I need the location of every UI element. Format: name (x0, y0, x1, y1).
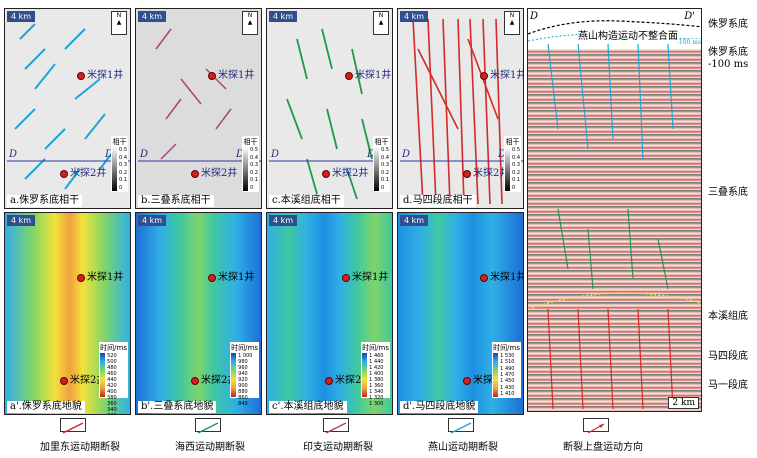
north-arrow-icon: N ▲ (504, 11, 520, 35)
panel-caption: b.三叠系底相干 (138, 195, 214, 207)
well-1-marker: 米探1井 (208, 66, 254, 81)
geomorph-panel-a: 4 km 米探1井 米探2井 时间/ms 520 500 480 460 440 420 4… (4, 212, 131, 415)
coherence-colorbar: 相干 0.5 0.4 0.3 0.2 0.1 0 (242, 136, 259, 192)
geomorph-panel-b: 4 km 米探1井 米探2井 时间/ms 1 000 980 960 940 920 90… (135, 212, 262, 415)
cyan-marker-label: -100 ms (676, 39, 701, 46)
horizon-label-ma4: 马四段底 (708, 351, 748, 362)
scale-bar: 4 km (138, 215, 167, 226)
scale-bar: 4 km (400, 11, 429, 22)
scale-bar: 4 km (7, 215, 36, 226)
time-colorbar: 时间/ms 1 530 1 510 1 490 1 470 1 450 1 430 1 41… (492, 342, 521, 398)
fault-traces (14, 23, 116, 190)
panel-caption: d.马四段底相干 (400, 195, 476, 207)
well-1-marker: 米探1井 (480, 66, 523, 81)
section-d-label: D (9, 149, 18, 160)
section-scale-bar: 2 km (668, 397, 699, 409)
section-d-prime-label: D' (367, 149, 378, 160)
scale-bar: 4 km (7, 11, 36, 22)
well-2-marker: 米探2井 (60, 371, 106, 386)
seismic-section: D D' 燕山构造运动不整合面 -100 ms 2 km (527, 8, 702, 412)
well-1-marker: 米探1井 (345, 66, 391, 81)
scale-bar: 4 km (400, 215, 429, 226)
geomorph-panel-c: 4 km 米探1井 米探2井 时间/ms 1 460 1 440 1 420 1 40… (266, 212, 393, 415)
well-1-marker: 米探1井 (77, 66, 123, 81)
time-colorbar: 时间/ms 1 460 1 440 1 420 1 400 1 380 1 360 1 34… (361, 342, 390, 407)
section-d-prime-label: D' (236, 149, 247, 160)
panel-caption: c'.本溪组底地貌 (269, 401, 347, 413)
well-2-marker: 米探2井 (463, 164, 509, 179)
scale-bar: 4 km (269, 11, 298, 22)
fault-traces (286, 28, 373, 200)
well-2-marker: 米探2井 (322, 164, 368, 179)
time-colorbar: 时间/ms 1 000 980 960 940 920 900 880 860 840 (230, 342, 259, 407)
section-d-prime-label: D' (105, 149, 116, 160)
horizon-label-jurassic: 侏罗系底 (708, 19, 748, 30)
fault-traces (412, 18, 503, 205)
horizon-label-ma1: 马一段底 (708, 380, 748, 391)
section-d-prime-label: D' (498, 149, 509, 160)
scale-bar: 4 km (138, 11, 167, 22)
unconformity-label: 燕山构造运动不整合面 (578, 27, 678, 42)
section-line (400, 160, 523, 162)
coherence-panel-d: 4 km N▲ 米探1井 米探2井 D D' 相干 0.50.40.30.20.… (397, 8, 524, 209)
panel-caption: c.本溪组底相干 (269, 195, 344, 207)
well-2-marker: 米探2井 (325, 371, 371, 386)
section-line (7, 160, 130, 162)
coherence-colorbar: 相干 0.5 0.4 0.3 0.2 0.1 0 (111, 136, 128, 192)
horizon-label-triassic: 三叠系底 (708, 187, 748, 198)
well-2-marker: 米探2井 (191, 164, 237, 179)
scale-bar: 4 km (269, 215, 298, 226)
section-line (269, 160, 392, 162)
section-d-label: D (530, 11, 539, 22)
well-1-marker: 米探1井 (480, 268, 523, 283)
section-d-prime-label: D' (684, 11, 695, 22)
well-2-marker: 米探2井 (463, 371, 509, 386)
well-2-marker: 米探2井 (60, 164, 106, 179)
coherence-colorbar: 相干 0.5 0.4 0.3 0.2 0.1 0 (504, 136, 521, 192)
north-arrow-icon: N ▲ (373, 11, 389, 35)
coherence-panel-c: 4 km N▲ 米探1井 米探2井 D D' 相干 0.50.40.30.20.… (266, 8, 393, 209)
panel-caption: b'.三叠系底地貌 (138, 401, 217, 413)
section-d-label: D (140, 149, 149, 160)
panel-caption: a.侏罗系底相干 (7, 195, 83, 207)
coherence-panel-a: 4 km N▲ 米探1井 米探2井 D D' 相干 0.50.40.30.20.… (4, 8, 131, 209)
fault-traces (155, 28, 232, 160)
section-overlay (528, 20, 701, 410)
well-1-marker: 米探1井 (342, 268, 388, 283)
section-line (138, 160, 261, 162)
coherence-colorbar: 相干 0.5 0.4 0.3 0.2 0.1 0 (373, 136, 390, 192)
north-arrow-icon: N ▲ (242, 11, 258, 35)
well-1-marker: 米探1井 (77, 268, 123, 283)
section-d-label: D (402, 149, 411, 160)
well-1-marker: 米探1井 (208, 268, 254, 283)
north-arrow-icon: N ▲ (111, 11, 127, 35)
horizon-label-jurassic-100: 侏罗系底 -100 ms (708, 47, 749, 70)
horizon-label-benxi: 本溪组底 (708, 311, 748, 322)
section-d-label: D (271, 149, 280, 160)
time-colorbar: 时间/ms 5205004804604404204003803603403203… (99, 342, 128, 414)
well-2-marker: 米探2井 (191, 371, 237, 386)
panel-caption: a'.侏罗系底地貌 (7, 401, 85, 413)
panel-caption: d'.马四段底地貌 (400, 401, 479, 413)
coherence-panel-b: 4 km N▲ 米探1井 米探2井 D D' 相干 0.50.40.30.20.… (135, 8, 262, 209)
